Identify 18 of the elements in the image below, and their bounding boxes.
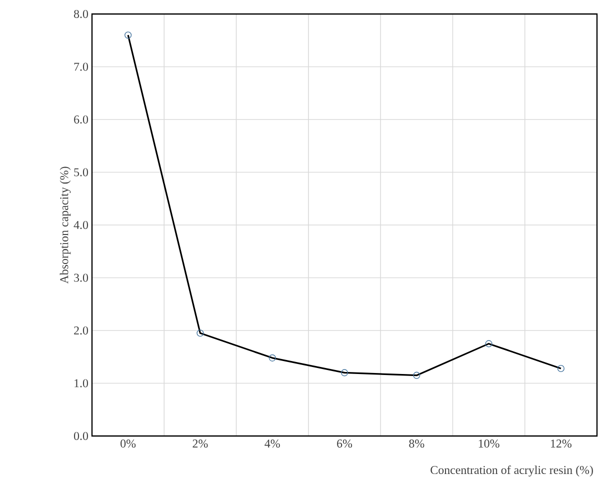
- y-tick-label: 2.0: [74, 326, 88, 335]
- x-axis-title: Concentration of acrylic resin (%): [430, 466, 593, 477]
- x-tick-label: 0%: [120, 440, 136, 448]
- y-tick-label: 3.0: [74, 274, 88, 282]
- y-tick-label: 8.0: [74, 10, 88, 18]
- x-tick-label: 10%: [478, 440, 500, 448]
- x-tick-label: 8%: [409, 440, 424, 448]
- y-tick-label: 7.0: [74, 62, 88, 71]
- y-tick-label: 4.0: [74, 220, 88, 230]
- y-tick-label: 0.0: [74, 432, 88, 440]
- x-tick-label: 12%: [551, 440, 572, 448]
- y-tick-label: 5.0: [74, 168, 88, 176]
- x-tick-label: 2%: [192, 440, 208, 448]
- y-tick-label: 1.0: [74, 379, 88, 388]
- x-tick-label: 4%: [264, 440, 280, 448]
- y-axis-title: Absorption capacity (%): [60, 166, 71, 284]
- x-tick-label: 6%: [337, 440, 352, 448]
- y-tick-label: 6.0: [74, 115, 88, 124]
